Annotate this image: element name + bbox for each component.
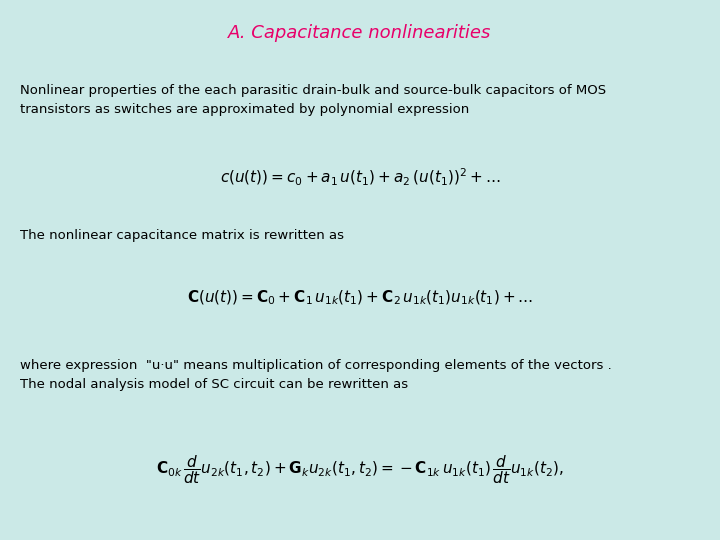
Text: $\mathbf{C}_{0k}\,\dfrac{d}{dt}u_{2k}(t_1, t_2) + \mathbf{G}_k u_{2k}(t_1, t_2) : $\mathbf{C}_{0k}\,\dfrac{d}{dt}u_{2k}(t_… — [156, 454, 564, 487]
Text: Nonlinear properties of the each parasitic drain-bulk and source-bulk capacitors: Nonlinear properties of the each parasit… — [20, 84, 606, 116]
Text: $c\left(u(t)\right) = c_0 + a_1\, u(t_1) + a_2\,\left(u(t_1)\right)^2 + \ldots$: $c\left(u(t)\right) = c_0 + a_1\, u(t_1)… — [220, 167, 500, 188]
Text: The nonlinear capacitance matrix is rewritten as: The nonlinear capacitance matrix is rewr… — [20, 230, 344, 242]
Text: where expression  "u·u" means multiplication of corresponding elements of the ve: where expression "u·u" means multiplicat… — [20, 359, 612, 391]
Text: $\mathbf{C}\left(u(t)\right) = \mathbf{C}_0 + \mathbf{C}_1\, u_{1k}(t_1) + \math: $\mathbf{C}\left(u(t)\right) = \mathbf{C… — [187, 289, 533, 307]
Text: A. Capacitance nonlinearities: A. Capacitance nonlinearities — [228, 24, 492, 42]
